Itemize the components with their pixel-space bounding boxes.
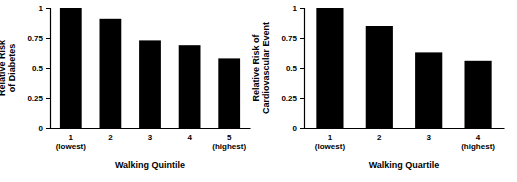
- x-tick: 5(highest): [212, 128, 246, 151]
- x-axis: 1(lowest) 2 3 4 5(highest): [51, 128, 251, 151]
- chart-panel: 00.250.50.7511(lowest)2345(highest)Relat…: [0, 4, 250, 170]
- x-tick: 4(highest): [461, 128, 495, 151]
- y-tick-label: 0.75: [27, 34, 43, 43]
- x-tick: 4: [187, 128, 192, 142]
- x-axis-title: Walking Quartile: [369, 160, 440, 170]
- y-tick-mark: [46, 38, 50, 39]
- y-tick-label: 0.75: [281, 34, 297, 43]
- y-tick: 0.75: [281, 34, 304, 43]
- y-tick-mark: [300, 8, 304, 9]
- x-tick-label-line: 3: [148, 133, 153, 142]
- x-tick-label: 5(highest): [212, 133, 246, 151]
- x-tick-label: 4(highest): [461, 133, 495, 151]
- x-tick: 2: [108, 128, 113, 142]
- y-tick-mark: [46, 68, 50, 69]
- y-tick: 0.25: [27, 94, 50, 103]
- x-tick: 1(lowest): [315, 128, 346, 151]
- bar: [179, 45, 201, 128]
- x-tick: 1(lowest): [56, 128, 87, 151]
- y-tick-mark: [300, 38, 304, 39]
- y-tick: 0.75: [27, 34, 50, 43]
- x-tick-label: 3: [148, 133, 153, 142]
- x-tick: 3: [148, 128, 153, 142]
- y-tick-label: 0.25: [281, 94, 297, 103]
- y-tick-mark: [300, 98, 304, 99]
- x-tick-label: 3: [426, 133, 431, 142]
- x-tick: 3: [426, 128, 431, 142]
- y-tick-label: 0.25: [27, 94, 43, 103]
- x-tick-label-line: (lowest): [315, 142, 346, 151]
- x-tick-label-line: 1: [328, 133, 333, 142]
- bars: [316, 8, 491, 128]
- x-tick-label-line: 4: [476, 133, 481, 142]
- x-tick-label-line: (highest): [212, 142, 246, 151]
- y-tick: 0.5: [286, 64, 304, 73]
- y-tick: 0.5: [32, 64, 50, 73]
- y-tick-mark: [300, 128, 304, 129]
- y-axis-line: [46, 9, 51, 129]
- y-tick-label: 0.5: [286, 64, 298, 73]
- x-tick-label-line: (highest): [461, 142, 495, 151]
- y-tick: 1: [293, 4, 304, 13]
- y-axis-title-line: Cardiovascular Event: [261, 22, 271, 114]
- y-tick-label: 1: [293, 4, 298, 13]
- y-tick: 0: [293, 124, 304, 133]
- x-axis-line: [305, 128, 505, 129]
- y-axis-title-line: Relative Risk of: [251, 33, 261, 101]
- y-axis: 0 0.25 0.5 0.75 1: [281, 4, 304, 133]
- x-tick-label-line: 2: [108, 133, 113, 142]
- y-tick-mark: [300, 68, 304, 69]
- x-axis-title: Walking Quintile: [115, 160, 185, 170]
- y-tick-label: 1: [39, 4, 44, 13]
- bar: [139, 40, 161, 128]
- x-axis-line: [51, 128, 251, 129]
- y-tick: 0: [39, 124, 50, 133]
- x-tick-label: 1(lowest): [56, 133, 87, 151]
- bar: [100, 19, 122, 128]
- bar: [415, 52, 442, 128]
- bars: [60, 8, 240, 128]
- x-tick-label: 1(lowest): [315, 133, 346, 151]
- y-tick: 1: [39, 4, 50, 13]
- x-tick: 2: [377, 128, 382, 142]
- x-tick-label-line: 4: [187, 133, 192, 142]
- y-tick-mark: [46, 98, 50, 99]
- y-tick-mark: [46, 8, 50, 9]
- bar: [316, 8, 343, 128]
- y-tick-label: 0.5: [32, 64, 44, 73]
- y-axis: 0 0.25 0.5 0.75 1: [27, 4, 50, 133]
- y-tick-label: 0: [39, 124, 44, 133]
- y-axis-line: [300, 9, 305, 129]
- x-tick-label-line: 3: [426, 133, 431, 142]
- x-tick-label: 2: [108, 133, 113, 142]
- bar: [218, 58, 240, 128]
- x-tick-label: 2: [377, 133, 382, 142]
- x-tick-label: 4: [187, 133, 192, 142]
- chart-panel: 00.250.50.7511(lowest)234(highest)Relati…: [251, 4, 504, 170]
- y-axis-title-line: of Diabetes: [7, 44, 17, 93]
- x-tick-label-line: 2: [377, 133, 382, 142]
- y-axis-title: Relative Risk ofCardiovascular Event: [251, 22, 271, 114]
- bar: [60, 8, 82, 128]
- y-tick-mark: [46, 128, 50, 129]
- bar: [464, 61, 491, 128]
- chart-canvas: 00.250.50.7511(lowest)2345(highest)Relat…: [0, 0, 517, 182]
- x-axis: 1(lowest) 2 3 4(highest): [305, 128, 505, 151]
- y-tick-label: 0: [293, 124, 298, 133]
- x-tick-label-line: 5: [227, 133, 232, 142]
- x-tick-label-line: 1: [69, 133, 74, 142]
- x-tick-label-line: (lowest): [56, 142, 87, 151]
- y-axis-title: Relative Riskof Diabetes: [0, 39, 17, 96]
- bar: [366, 26, 393, 128]
- y-tick: 0.25: [281, 94, 304, 103]
